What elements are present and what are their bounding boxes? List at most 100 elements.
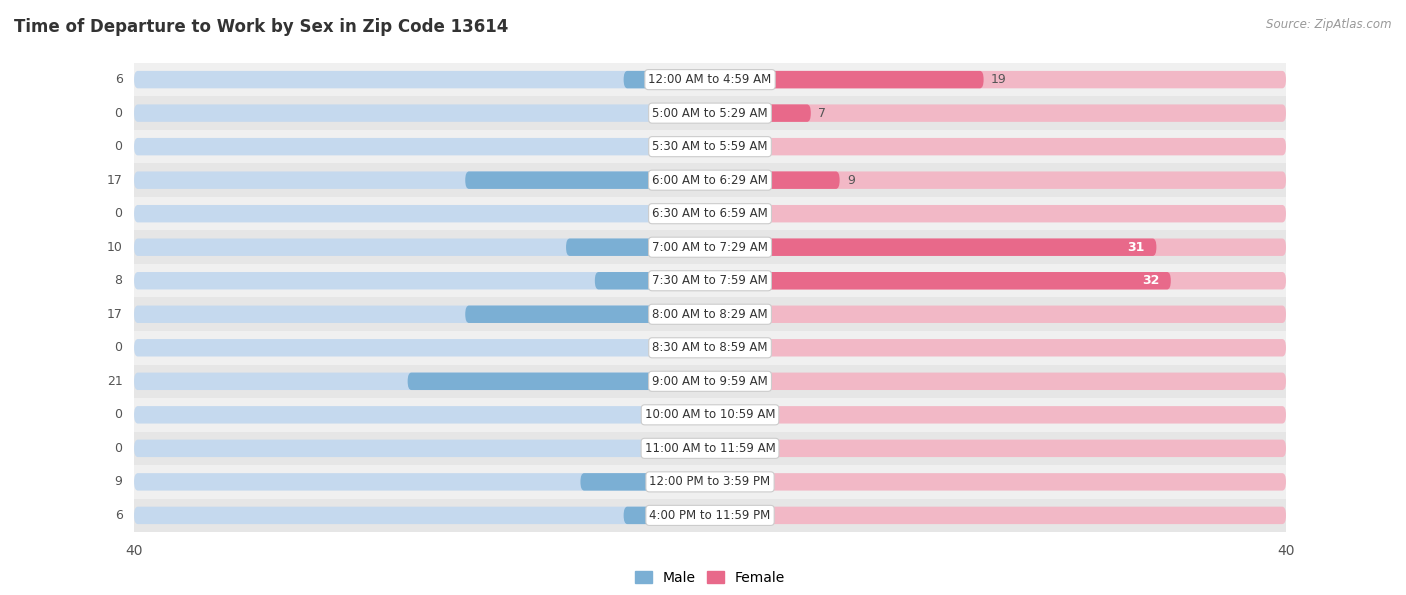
FancyBboxPatch shape [134,138,710,155]
FancyBboxPatch shape [134,507,710,524]
FancyBboxPatch shape [408,372,710,390]
Text: 0: 0 [721,140,730,153]
Text: 0: 0 [114,207,122,220]
Text: 5:00 AM to 5:29 AM: 5:00 AM to 5:29 AM [652,107,768,120]
FancyBboxPatch shape [134,339,710,356]
Text: 6: 6 [115,73,122,86]
Text: Time of Departure to Work by Sex in Zip Code 13614: Time of Departure to Work by Sex in Zip … [14,18,509,36]
FancyBboxPatch shape [710,272,1286,289]
Bar [134,398,1286,431]
Text: 8:00 AM to 8:29 AM: 8:00 AM to 8:29 AM [652,308,768,321]
FancyBboxPatch shape [134,473,710,491]
Text: 0: 0 [114,342,122,354]
FancyBboxPatch shape [710,473,1286,491]
FancyBboxPatch shape [465,171,710,189]
FancyBboxPatch shape [624,507,710,524]
Text: 0: 0 [114,140,122,153]
Bar [134,96,1286,130]
Text: 1: 1 [731,375,740,388]
Text: 0: 0 [721,475,730,488]
Text: 17: 17 [107,308,122,321]
Text: 9: 9 [115,475,122,488]
Text: 9:00 AM to 9:59 AM: 9:00 AM to 9:59 AM [652,375,768,388]
Text: 8: 8 [114,274,122,287]
FancyBboxPatch shape [710,507,1286,524]
Text: 6: 6 [115,509,122,522]
Text: 10:00 AM to 10:59 AM: 10:00 AM to 10:59 AM [645,408,775,421]
Bar [134,431,1286,465]
Text: 0: 0 [721,308,730,321]
FancyBboxPatch shape [710,339,1286,356]
FancyBboxPatch shape [567,239,710,256]
FancyBboxPatch shape [595,272,710,289]
FancyBboxPatch shape [710,171,1286,189]
Text: 21: 21 [107,375,122,388]
FancyBboxPatch shape [710,205,1286,223]
FancyBboxPatch shape [710,171,839,189]
FancyBboxPatch shape [710,239,1286,256]
Text: 19: 19 [991,73,1007,86]
Text: 7: 7 [818,107,825,120]
Text: 7:00 AM to 7:29 AM: 7:00 AM to 7:29 AM [652,241,768,253]
FancyBboxPatch shape [134,372,710,390]
Text: 0: 0 [721,442,730,455]
Text: 12:00 AM to 4:59 AM: 12:00 AM to 4:59 AM [648,73,772,86]
FancyBboxPatch shape [624,71,710,88]
FancyBboxPatch shape [710,138,1286,155]
Text: 0: 0 [721,509,730,522]
Text: 11:00 AM to 11:59 AM: 11:00 AM to 11:59 AM [645,442,775,455]
FancyBboxPatch shape [710,272,1171,289]
Text: 0: 0 [721,342,730,354]
Text: 0: 0 [114,442,122,455]
Text: 9: 9 [846,174,855,187]
Bar [134,365,1286,398]
FancyBboxPatch shape [710,104,811,122]
Bar [134,164,1286,197]
Text: 7:30 AM to 7:59 AM: 7:30 AM to 7:59 AM [652,274,768,287]
Legend: Male, Female: Male, Female [630,565,790,590]
FancyBboxPatch shape [134,239,710,256]
Bar [134,465,1286,499]
Text: 12:00 PM to 3:59 PM: 12:00 PM to 3:59 PM [650,475,770,488]
FancyBboxPatch shape [710,372,724,390]
FancyBboxPatch shape [134,306,710,323]
Text: 10: 10 [107,241,122,253]
FancyBboxPatch shape [134,440,710,457]
Text: 4:00 PM to 11:59 PM: 4:00 PM to 11:59 PM [650,509,770,522]
Text: Source: ZipAtlas.com: Source: ZipAtlas.com [1267,18,1392,31]
Text: 5:30 AM to 5:59 AM: 5:30 AM to 5:59 AM [652,140,768,153]
FancyBboxPatch shape [134,205,710,223]
Bar [134,63,1286,96]
Text: 0: 0 [114,107,122,120]
Text: 6:00 AM to 6:29 AM: 6:00 AM to 6:29 AM [652,174,768,187]
FancyBboxPatch shape [710,306,1286,323]
FancyBboxPatch shape [134,406,710,424]
Bar [134,499,1286,532]
FancyBboxPatch shape [710,372,1286,390]
FancyBboxPatch shape [581,473,710,491]
FancyBboxPatch shape [134,272,710,289]
Text: 6:30 AM to 6:59 AM: 6:30 AM to 6:59 AM [652,207,768,220]
Bar [134,230,1286,264]
Text: 8:30 AM to 8:59 AM: 8:30 AM to 8:59 AM [652,342,768,354]
Bar [134,331,1286,365]
FancyBboxPatch shape [465,306,710,323]
FancyBboxPatch shape [134,104,710,122]
Text: 17: 17 [107,174,122,187]
Bar [134,298,1286,331]
FancyBboxPatch shape [710,440,1286,457]
Text: 0: 0 [114,408,122,421]
FancyBboxPatch shape [710,104,1286,122]
Text: 31: 31 [1128,241,1144,253]
Bar [134,264,1286,298]
Bar [134,130,1286,164]
FancyBboxPatch shape [710,71,1286,88]
Text: 0: 0 [721,207,730,220]
FancyBboxPatch shape [134,71,710,88]
Text: 32: 32 [1142,274,1160,287]
Bar [134,197,1286,230]
FancyBboxPatch shape [710,71,984,88]
FancyBboxPatch shape [134,171,710,189]
Text: 0: 0 [721,408,730,421]
FancyBboxPatch shape [710,406,1286,424]
